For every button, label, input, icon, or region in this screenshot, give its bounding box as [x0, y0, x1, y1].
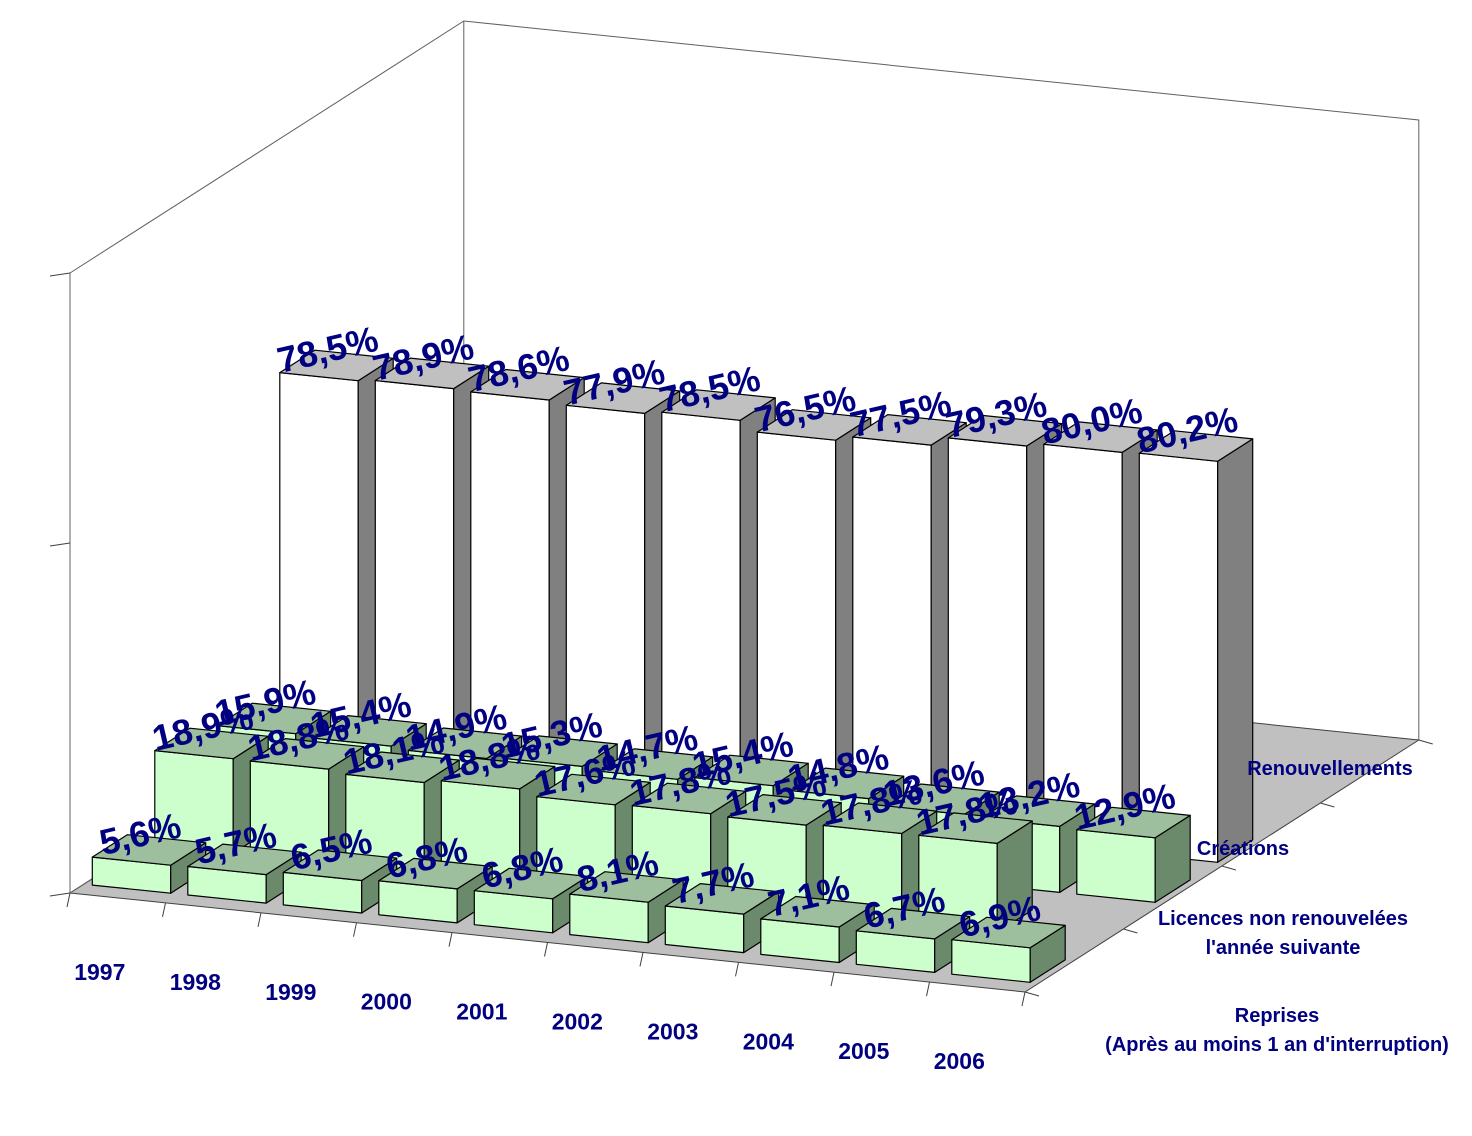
bar-top	[536, 773, 651, 806]
category-label: 2000	[361, 989, 412, 1015]
category-label: 1997	[74, 959, 125, 985]
bar-1998-s3	[187, 843, 302, 904]
bar-top	[216, 702, 332, 735]
category-tick	[639, 952, 644, 967]
bar-top	[918, 812, 1033, 845]
bar-1997-s3	[91, 834, 207, 894]
depth-tick	[1418, 739, 1433, 745]
bar-top	[855, 907, 971, 940]
category-tick	[735, 962, 739, 977]
bar-2006-s0	[1138, 430, 1254, 863]
bar-top	[664, 882, 780, 915]
bar-top	[1138, 430, 1254, 462]
bar-top	[279, 349, 394, 382]
category-label: 2001	[456, 999, 507, 1025]
bar-top	[727, 793, 842, 826]
bar-top	[947, 414, 1063, 447]
bar-top	[91, 834, 207, 866]
depth-axis-label: Licences non renouvelées l'année suivante	[1158, 908, 1408, 959]
category-label: 2002	[552, 1009, 603, 1035]
bar-top	[473, 867, 589, 900]
depth-tick	[1221, 865, 1237, 871]
bar-top	[852, 414, 967, 446]
depth-tick	[1123, 928, 1138, 934]
bar-top	[885, 783, 1000, 816]
bar-top	[470, 368, 585, 401]
category-tick	[353, 922, 357, 937]
bar-top	[598, 748, 714, 780]
bar-2001-s2	[536, 773, 651, 894]
back-wall-edge	[69, 20, 1420, 740]
bar-top	[378, 857, 493, 890]
bar-top	[503, 735, 618, 768]
value-axis-tick	[49, 542, 71, 547]
bar-top	[822, 802, 938, 835]
category-label: 2003	[647, 1018, 698, 1044]
bar-top	[154, 727, 269, 760]
bar-top	[565, 382, 681, 414]
bar-top	[756, 409, 872, 441]
bar-top	[345, 751, 460, 784]
bar-top	[694, 754, 809, 787]
bar-top	[951, 916, 1066, 949]
depth-axis-label: Renouvellements	[1247, 758, 1413, 780]
category-label: 2005	[838, 1038, 889, 1064]
bar-top	[1076, 806, 1191, 839]
category-tick	[926, 981, 930, 997]
value-axis-tick	[49, 892, 71, 897]
category-tick	[257, 912, 262, 927]
bar-top	[631, 782, 747, 815]
category-tick	[1021, 991, 1026, 1007]
axis-labels-group: 1997 1998 1999 2000 2001 2002 2003 2004 2005 2006…	[74, 758, 1449, 1074]
depth-axis-label: Créations	[1197, 838, 1289, 860]
category-label: 1998	[170, 969, 221, 995]
bar-top	[187, 843, 302, 876]
category-tick	[162, 902, 166, 918]
category-tick	[66, 892, 71, 908]
category-label: 2006	[934, 1048, 985, 1074]
bar-top	[374, 357, 490, 390]
category-tick	[448, 932, 453, 947]
bar-side	[1217, 438, 1254, 863]
bar-top	[789, 767, 905, 800]
bar-top	[440, 757, 556, 790]
bar-top	[249, 737, 365, 770]
bar-top	[312, 714, 427, 747]
depth-axis-label: Reprises (Après au moins 1 an d'interrupt…	[1105, 1005, 1449, 1056]
category-tick	[830, 972, 835, 987]
bar-2006-s1	[1076, 806, 1191, 903]
bar-2005-s2	[918, 812, 1033, 934]
bar-top	[407, 727, 523, 760]
category-tick	[544, 942, 548, 957]
bar-1999-s3	[282, 849, 398, 914]
depth-tick	[1320, 802, 1335, 808]
bar-top	[569, 871, 684, 903]
category-label: 2004	[743, 1028, 794, 1054]
value-axis-tick	[49, 272, 71, 277]
bar-front	[1076, 829, 1156, 903]
bars-group	[91, 349, 1254, 983]
bar-top	[1043, 421, 1158, 453]
category-label: 1999	[265, 979, 316, 1005]
bar-2006-s3	[951, 916, 1066, 983]
bar-top	[661, 389, 776, 421]
depth-tick	[1024, 991, 1040, 997]
bar-top	[282, 849, 398, 882]
bar-top	[760, 895, 875, 928]
